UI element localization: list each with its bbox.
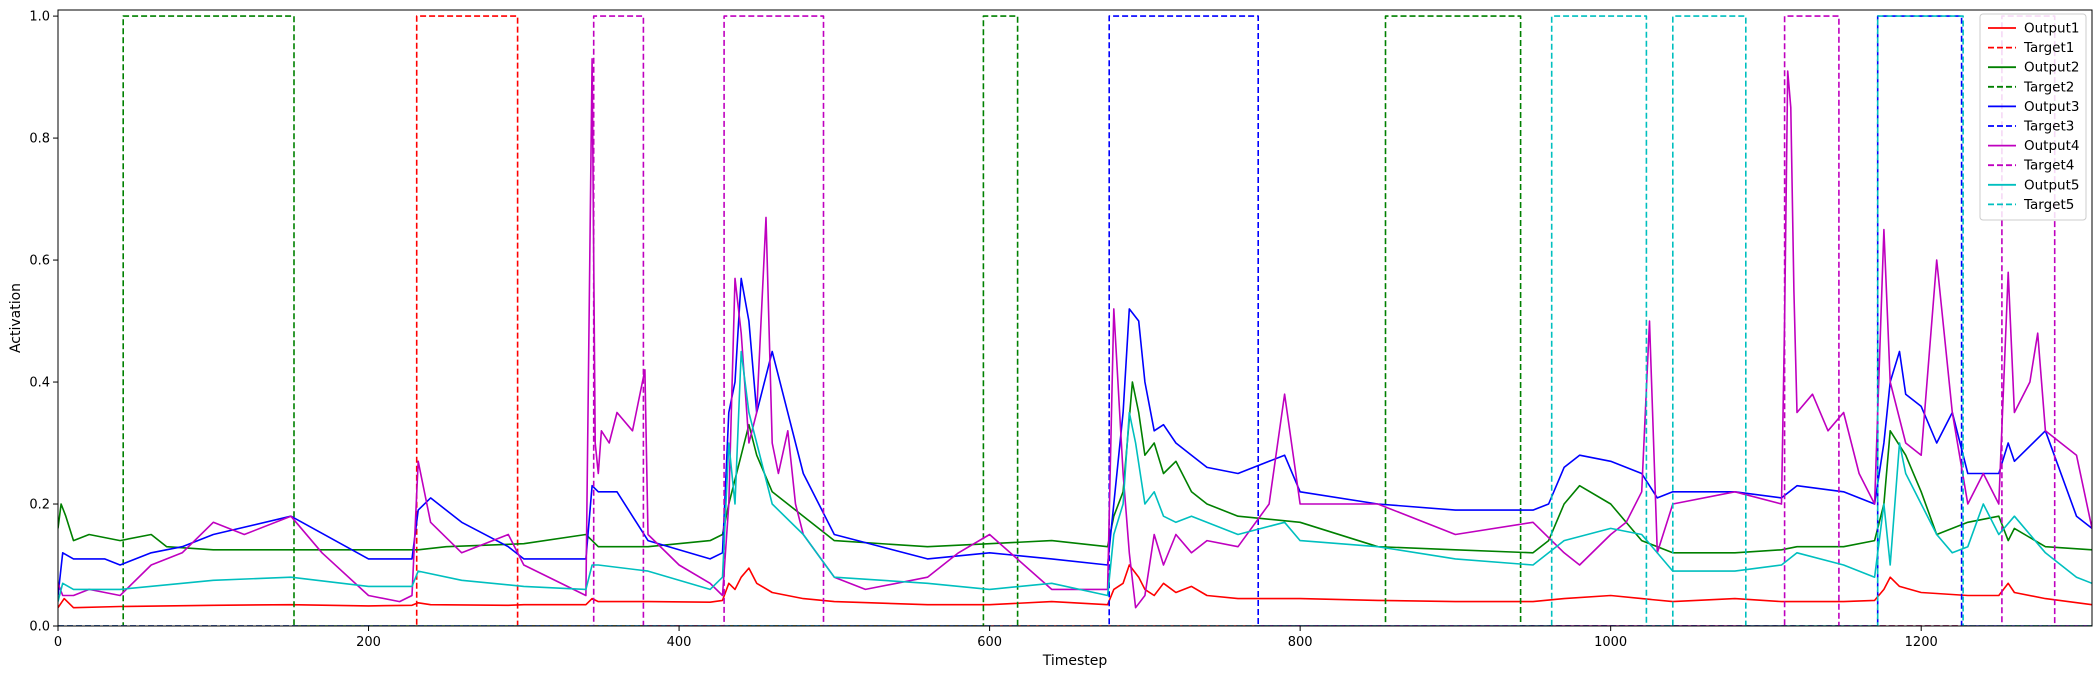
legend-label-output2: Output2 (2024, 60, 2079, 76)
y-tick-label: 0.6 (29, 254, 50, 269)
series-target2-line (58, 15, 2092, 626)
y-tick-label: 1.0 (29, 10, 50, 25)
legend-label-output5: Output5 (2024, 177, 2079, 193)
legend-label-output1: Output1 (2024, 21, 2079, 37)
legend-label-target4: Target4 (2023, 158, 2074, 174)
plot-area-frame (57, 9, 2093, 627)
y-tick-label: 0.8 (29, 132, 50, 147)
legend-label-target1: Target1 (2023, 40, 2074, 56)
y-axis: 0.0 0.2 0.4 0.6 0.8 1.0 (29, 10, 58, 635)
legend-label-target5: Target5 (2023, 197, 2074, 213)
y-tick-label: 0.0 (29, 620, 50, 635)
y-tick-label: 0.4 (29, 376, 50, 391)
x-tick-label: 1200 (1905, 635, 1938, 650)
series-target1-line (58, 15, 2092, 626)
legend-label-output3: Output3 (2024, 99, 2079, 115)
series-target5-line (58, 15, 2092, 626)
legend-label-output4: Output4 (2024, 138, 2079, 154)
series-output3-line (58, 277, 2092, 596)
legend-label-target3: Target3 (2023, 119, 2074, 135)
series-output4-line (58, 57, 2092, 609)
series-output1-line (58, 564, 2092, 609)
x-tick-label: 0 (54, 635, 62, 650)
x-axis-label: Timestep (1042, 653, 1108, 669)
series-layer (58, 15, 2092, 626)
x-tick-label: 800 (1288, 635, 1313, 650)
legend-label-target2: Target2 (2023, 79, 2074, 95)
series-output5-line (58, 350, 2092, 602)
x-tick-label: 1000 (1594, 635, 1627, 650)
y-axis-label: Activation (8, 283, 24, 353)
legend-box (1979, 13, 2087, 221)
legend: Output1 Target1 Output2 Target2 Output3 Targe… (1979, 13, 2087, 221)
x-axis: 0 200 400 600 800 1000 1200 (54, 626, 1938, 650)
y-tick-label: 0.2 (29, 498, 50, 513)
x-tick-label: 200 (356, 635, 381, 650)
x-tick-label: 400 (667, 635, 692, 650)
x-tick-label: 600 (977, 635, 1002, 650)
